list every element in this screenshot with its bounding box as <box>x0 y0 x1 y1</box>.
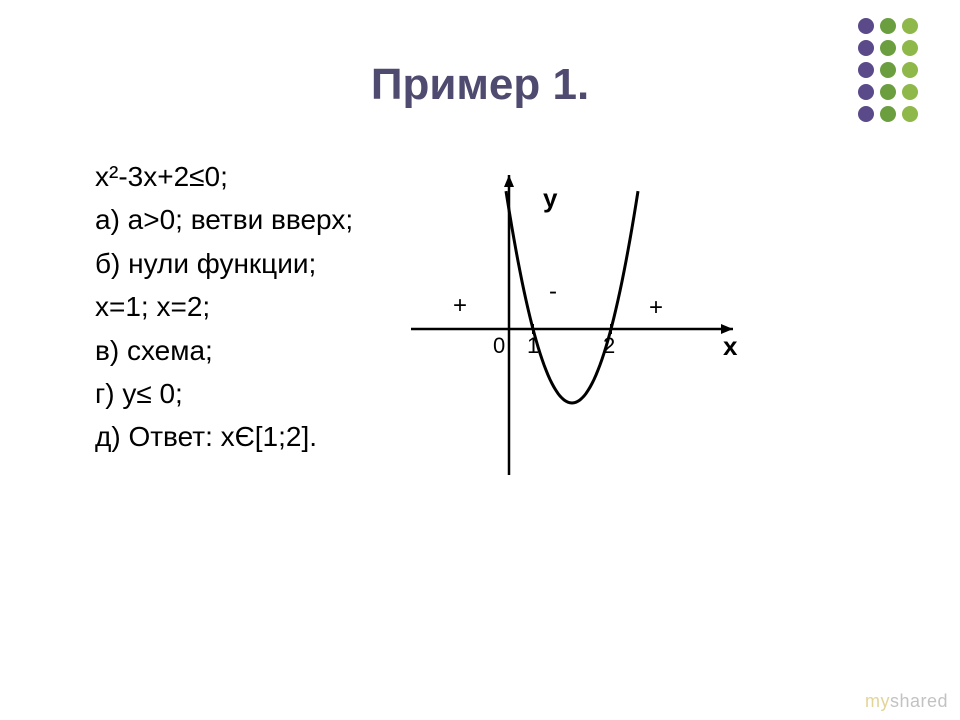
text-line: х²-3х+2≤0; <box>95 155 353 198</box>
text-line: б) нули функции; <box>95 242 353 285</box>
dot <box>880 18 896 34</box>
text-line: а) а>0; ветви вверх; <box>95 198 353 241</box>
parabola-graph: у x 01 2 + + - <box>393 165 743 495</box>
svg-text:2: 2 <box>603 333 615 358</box>
dot <box>902 84 918 100</box>
watermark-shared: shared <box>890 691 948 711</box>
dot <box>880 40 896 56</box>
svg-text:+: + <box>453 292 467 319</box>
watermark: myshared <box>865 691 948 712</box>
decorative-dots <box>858 18 918 128</box>
dot <box>858 84 874 100</box>
text-line: в) схема; <box>95 329 353 372</box>
dot <box>858 62 874 78</box>
dot <box>902 18 918 34</box>
dot <box>858 18 874 34</box>
svg-text:у: у <box>543 183 558 213</box>
dot <box>880 106 896 122</box>
dot <box>902 40 918 56</box>
svg-text:+: + <box>649 294 663 321</box>
dot <box>902 106 918 122</box>
svg-text:x: x <box>723 331 738 361</box>
svg-text:1: 1 <box>527 333 539 358</box>
svg-text:-: - <box>549 278 557 305</box>
dot <box>902 62 918 78</box>
dot <box>880 62 896 78</box>
dot <box>858 40 874 56</box>
text-line: г) у≤ 0; <box>95 372 353 415</box>
dot <box>880 84 896 100</box>
text-line: д) Ответ: хЄ[1;2]. <box>95 415 353 458</box>
graph-column: у x 01 2 + + - <box>393 165 743 495</box>
text-line: х=1; х=2; <box>95 285 353 328</box>
dot <box>858 106 874 122</box>
watermark-my: my <box>865 691 890 711</box>
svg-text:0: 0 <box>493 333 505 358</box>
text-column: х²-3х+2≤0; а) а>0; ветви вверх; б) нули … <box>60 155 353 459</box>
slide-title: Пример 1. <box>60 60 900 110</box>
